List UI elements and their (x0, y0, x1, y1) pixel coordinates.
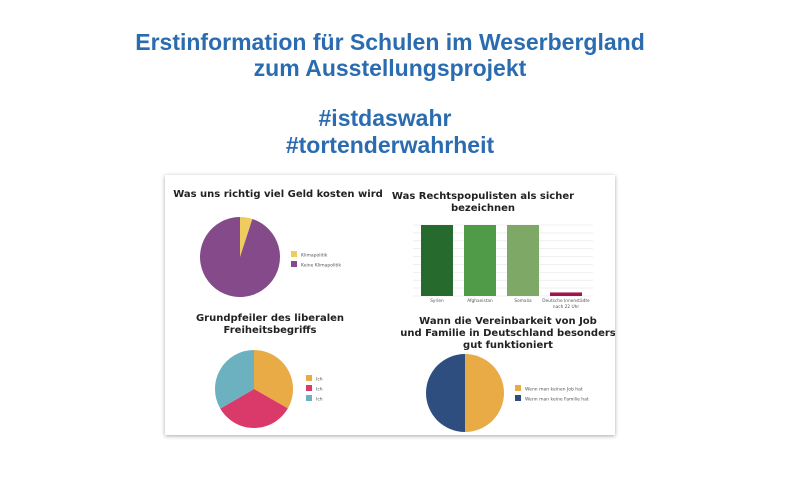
pie4-legend-label-1: Wenn man keine Familie hat (525, 397, 589, 403)
pie1-legend-swatch-0 (291, 251, 297, 257)
pie4-legend-swatch-0 (515, 385, 521, 391)
bar-3 (550, 292, 582, 296)
pie1-legend-label-0: Klimapolitik (301, 253, 328, 259)
pie3-slice-2 (215, 350, 254, 409)
chart4-title: und Familie in Deutschland besonders (400, 328, 615, 339)
chart3-title: Grundpfeiler des liberalen (196, 313, 344, 324)
bar-label-1: Afghanistan (467, 298, 493, 304)
pie3-legend-swatch-1 (306, 385, 312, 391)
charts-svg: Was uns richtig viel Geld kosten wird Kli… (173, 189, 616, 432)
pie3-legend-swatch-0 (306, 375, 312, 381)
pie4-slice-0 (465, 354, 504, 432)
pie1-legend-swatch-1 (291, 261, 297, 267)
pie3-legend-label-0: Ich (316, 377, 323, 383)
pie1-slice-0 (240, 217, 253, 257)
pie4-legend-swatch-1 (515, 395, 521, 401)
chart2-title: Was Rechtspopulisten als sicher (392, 191, 574, 202)
pie4-slice-1 (426, 354, 465, 432)
page-title-line1: Erstinformation für Schulen im Weserberg… (135, 29, 645, 55)
chart4-title: gut funktioniert (463, 340, 553, 351)
chart2-title: bezeichnen (451, 203, 515, 214)
pie3-slice-0 (254, 350, 293, 409)
chart3-title: Freiheitsbegriffs (224, 325, 317, 336)
bar-2 (507, 225, 539, 296)
bar-label-0: Syrien (430, 298, 444, 304)
chart1-title: Was uns richtig viel Geld kosten wird (173, 189, 383, 200)
pie1-slice-1 (200, 217, 280, 297)
bar-label-3: nach 22 Uhr (553, 304, 580, 310)
hashtag-tortenderwahrheit: #tortenderwahrheit (285, 132, 495, 158)
bar-label-2: Somalia (514, 298, 532, 304)
bar-0 (421, 225, 453, 296)
pie3-legend-label-2: Ich (316, 397, 323, 403)
bar-1 (464, 225, 496, 296)
pie3-legend-swatch-2 (306, 395, 312, 401)
page-title-line2: zum Ausstellungsprojekt (253, 55, 527, 81)
pie3-legend-label-1: Ich (316, 387, 323, 393)
pie4-legend-label-0: Wenn man keinen Job hat (525, 387, 583, 393)
pie3-slice-1 (220, 389, 288, 428)
hashtag-istdaswahr: #istdaswahr (318, 105, 452, 131)
bar-label-3: Deutsche Innenstädte (542, 298, 590, 304)
pie1-legend-label-1: Keine Klimapolitik (301, 263, 342, 269)
charts-image: Was uns richtig viel Geld kosten wird Kli… (165, 175, 616, 435)
chart4-title: Wann die Vereinbarkeit von Job (419, 316, 597, 327)
